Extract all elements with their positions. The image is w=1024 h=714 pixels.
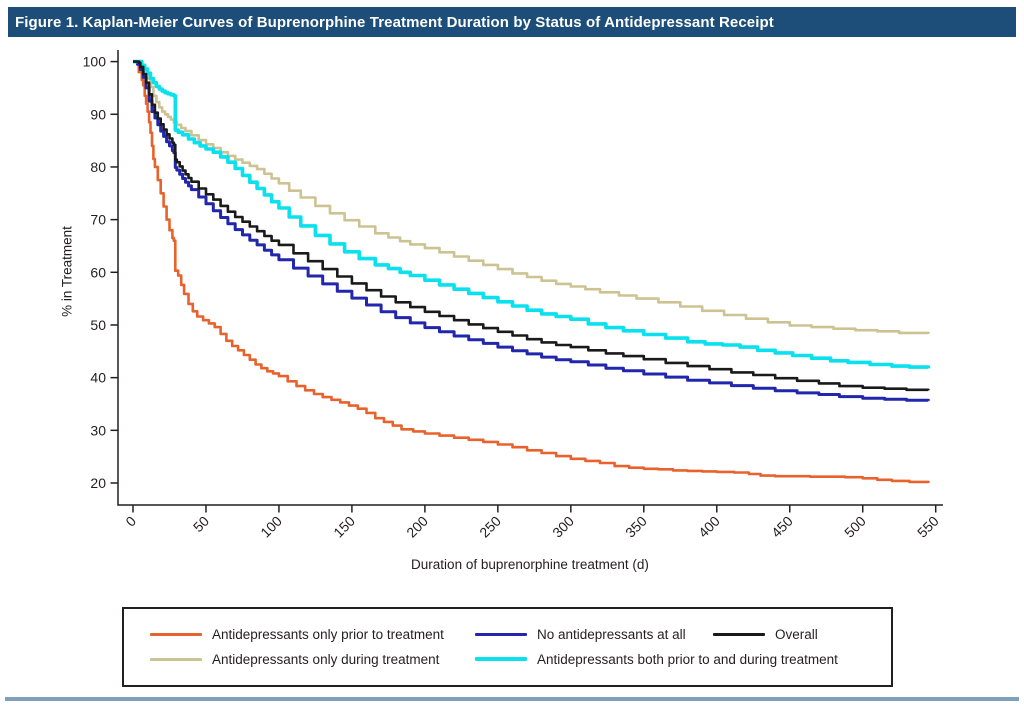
x-tick-label: 500 bbox=[841, 513, 869, 541]
legend-line-swatch bbox=[150, 632, 202, 636]
y-tick-label: 60 bbox=[90, 264, 106, 280]
x-tick-label: 100 bbox=[257, 513, 285, 541]
y-tick-label: 70 bbox=[90, 212, 106, 228]
y-tick-label: 50 bbox=[90, 317, 106, 333]
x-tick-label: 300 bbox=[549, 513, 577, 541]
legend-line-swatch bbox=[150, 657, 202, 661]
y-tick-label: 90 bbox=[90, 106, 106, 122]
y-tick-label: 100 bbox=[83, 54, 107, 70]
km-curve-0-0 bbox=[133, 60, 930, 484]
legend-entry: Overall bbox=[713, 623, 818, 645]
km-curve-0-1 bbox=[133, 60, 930, 402]
legend-label: Overall bbox=[775, 626, 818, 642]
legend-entry: No antidepressants at all bbox=[475, 623, 686, 645]
y-tick-label: 30 bbox=[90, 422, 106, 438]
bottom-divider-rule bbox=[5, 697, 1019, 701]
figure-title: Figure 1. Kaplan-Meier Curves of Bupreno… bbox=[15, 13, 774, 31]
x-axis-title: Duration of buprenorphine treatment (d) bbox=[411, 557, 649, 572]
legend-label: Antidepressants only prior to treatment bbox=[212, 626, 444, 642]
y-tick-label: 40 bbox=[90, 370, 106, 386]
y-tick-label: 80 bbox=[90, 159, 106, 175]
legend-line-swatch bbox=[475, 632, 527, 636]
x-tick-label: 250 bbox=[476, 513, 504, 541]
x-tick-label: 150 bbox=[330, 513, 358, 541]
legend-line-swatch bbox=[475, 657, 527, 661]
legend-label: Antidepressants both prior to and during… bbox=[537, 651, 838, 667]
x-tick-label: 0 bbox=[122, 513, 139, 530]
km-curve-1-1 bbox=[133, 59, 931, 369]
km-curve-1-0 bbox=[133, 60, 930, 335]
y-axis-title: % in Treatment bbox=[59, 226, 75, 317]
y-tick-label: 20 bbox=[90, 475, 106, 491]
x-tick-label: 200 bbox=[403, 513, 431, 541]
x-tick-label: 50 bbox=[190, 513, 212, 535]
legend-box: Antidepressants only prior to treatment N… bbox=[122, 607, 893, 687]
figure-title-banner: Figure 1. Kaplan-Meier Curves of Bupreno… bbox=[8, 7, 1016, 37]
legend-entry: Antidepressants only during treatment bbox=[150, 648, 439, 670]
legend-label: No antidepressants at all bbox=[537, 626, 686, 642]
km-curve-0-2 bbox=[133, 60, 930, 392]
legend-entry: Antidepressants only prior to treatment bbox=[150, 623, 444, 645]
legend-line-swatch bbox=[713, 632, 765, 636]
legend-entry: Antidepressants both prior to and during… bbox=[475, 648, 838, 670]
x-tick-label: 350 bbox=[622, 513, 650, 541]
axis-lines bbox=[117, 50, 943, 506]
legend-label: Antidepressants only during treatment bbox=[212, 651, 440, 667]
x-tick-label: 550 bbox=[914, 513, 942, 541]
x-tick-label: 400 bbox=[695, 513, 723, 541]
x-tick-label: 450 bbox=[768, 513, 796, 541]
